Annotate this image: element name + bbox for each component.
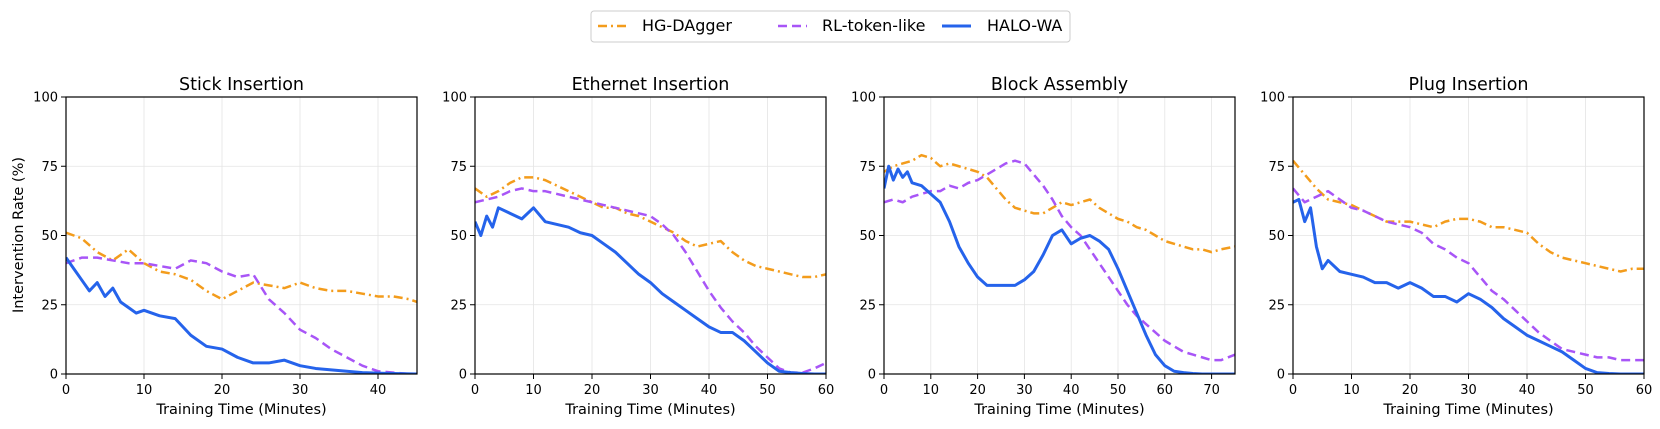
y-tick-label: 75	[41, 160, 58, 175]
series-line-rl-token-like	[475, 187, 826, 374]
y-tick-label: 25	[859, 298, 876, 313]
panel-plug-insertion: 0 10 20 30 40 50 60 0 25 50 75 100 Plug Insertion Tra…	[1260, 75, 1652, 418]
y-tick-label: 75	[1268, 160, 1285, 175]
x-tick-label: 50	[1577, 383, 1594, 398]
x-axis-label: Training Time (Minutes)	[155, 402, 326, 418]
x-tick-label: 20	[969, 383, 986, 398]
series-line-rl-token-like	[66, 256, 417, 374]
x-tick-label: 0	[471, 383, 479, 398]
x-tick-label: 40	[701, 383, 718, 398]
x-tick-label: 30	[292, 383, 309, 398]
series-line-halo-wa	[66, 256, 417, 374]
panel-title-plug-insertion: Plug Insertion	[1408, 75, 1528, 95]
legend-label-halo-wa: HALO-WA	[987, 16, 1062, 35]
legend-item-halo-wa: HALO-WA	[942, 16, 1062, 35]
series-line-rl-token-like	[884, 159, 1235, 362]
panel-stick-insertion: 0 10 20 30 40 0 25 50 75 100 Stick Insertion Traini…	[33, 75, 418, 418]
series-line-hg-dagger	[1293, 159, 1644, 273]
y-tick-label: 25	[450, 298, 467, 313]
legend-frame	[590, 10, 1071, 43]
x-tick-label: 40	[1063, 383, 1080, 398]
y-tick-label: 50	[450, 229, 467, 244]
series-line-rl-token-like	[1293, 187, 1644, 362]
series-line-halo-wa	[475, 206, 826, 374]
y-tick-label: 25	[41, 298, 58, 313]
y-tick-label: 0	[50, 368, 58, 383]
y-tick-label: 50	[41, 229, 58, 244]
x-tick-label: 0	[1289, 383, 1297, 398]
x-tick-label: 10	[525, 383, 542, 398]
x-tick-label: 30	[1016, 383, 1033, 398]
panel-title-block-assembly: Block Assembly	[991, 75, 1128, 95]
y-tick-label: 75	[450, 160, 467, 175]
x-tick-label: 0	[62, 383, 70, 398]
legend-item-rl-token-like: RL-token-like	[778, 16, 925, 35]
x-tick-label: 50	[1110, 383, 1127, 398]
series-line-halo-wa	[1293, 197, 1644, 374]
x-tick-label: 40	[1519, 383, 1536, 398]
y-tick-label: 100	[1260, 91, 1285, 106]
x-tick-label: 20	[214, 383, 231, 398]
y-tick-label: 25	[1268, 298, 1285, 313]
series-line-hg-dagger	[884, 153, 1235, 254]
x-tick-label: 10	[1343, 383, 1360, 398]
y-tick-label: 100	[33, 91, 58, 106]
legend-label-rl-token-like: RL-token-like	[822, 16, 925, 35]
x-tick-label: 0	[880, 383, 888, 398]
legend: HG-DAgger RL-token-like HALO-WA	[590, 10, 1071, 43]
x-tick-label: 60	[1157, 383, 1174, 398]
y-tick-label: 100	[442, 91, 467, 106]
x-axis-label: Training Time (Minutes)	[973, 402, 1144, 418]
x-tick-label: 70	[1203, 383, 1220, 398]
panel-title-stick-insertion: Stick Insertion	[179, 75, 304, 95]
legend-label-hg-dagger: HG-DAgger	[642, 16, 732, 35]
x-tick-label: 10	[136, 383, 153, 398]
x-tick-label: 10	[923, 383, 940, 398]
y-tick-label: 75	[859, 160, 876, 175]
y-tick-label: 100	[851, 91, 876, 106]
legend-item-hg-dagger: HG-DAgger	[598, 16, 732, 35]
x-tick-label: 20	[1402, 383, 1419, 398]
x-tick-label: 30	[642, 383, 659, 398]
x-tick-label: 30	[1460, 383, 1477, 398]
x-tick-label: 60	[1636, 383, 1653, 398]
y-tick-label: 0	[1277, 368, 1285, 383]
panel-ethernet-insertion: 0 10 20 30 40 50 60 0 25 50 75 100 Ethernet Insertio…	[442, 75, 834, 418]
y-tick-label: 50	[859, 229, 876, 244]
y-tick-label: 0	[868, 368, 876, 383]
x-tick-label: 20	[584, 383, 601, 398]
panel-block-assembly: 0 10 20 30 40 50 60 70 0 25 50 75 100 Block Assembly T…	[851, 75, 1236, 418]
x-tick-label: 40	[370, 383, 387, 398]
x-axis-label: Training Time (Minutes)	[564, 402, 735, 418]
series-line-halo-wa	[884, 164, 1235, 374]
y-axis-label: Intervention Rate (%)	[11, 157, 27, 313]
y-tick-label: 0	[459, 368, 467, 383]
x-axis-label: Training Time (Minutes)	[1382, 402, 1553, 418]
series-line-hg-dagger	[475, 176, 826, 279]
y-tick-label: 50	[1268, 229, 1285, 244]
x-tick-label: 50	[759, 383, 776, 398]
series-line-hg-dagger	[66, 231, 417, 304]
panel-title-ethernet-insertion: Ethernet Insertion	[572, 75, 730, 95]
x-tick-label: 60	[818, 383, 835, 398]
